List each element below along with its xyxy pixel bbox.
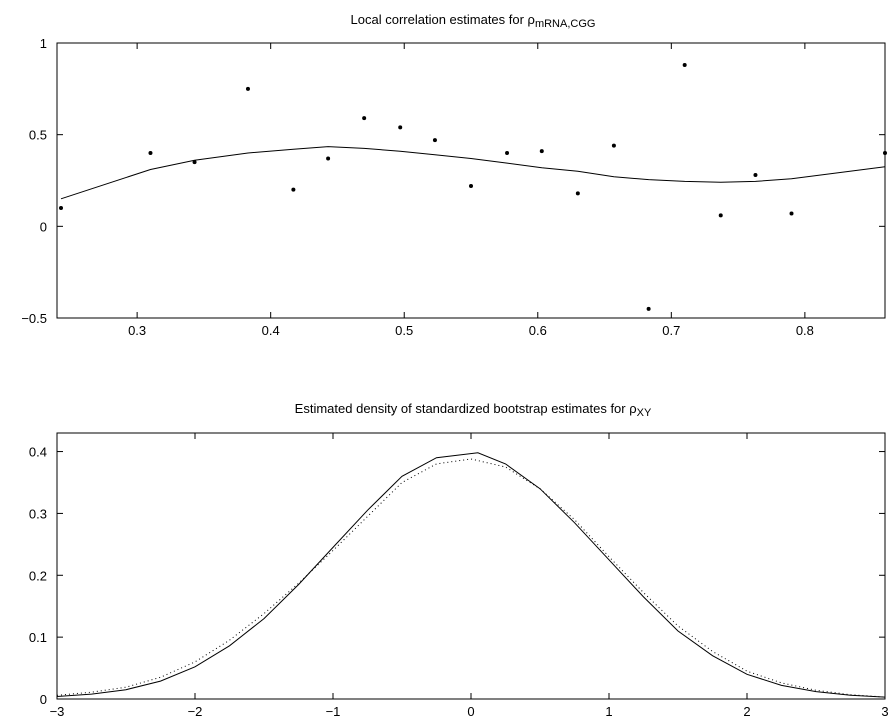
x-tick-label: 2 <box>743 704 750 719</box>
data-point <box>539 149 544 154</box>
data-point <box>432 138 437 143</box>
plot-frame <box>56 42 886 319</box>
y-tick-label: 0.2 <box>29 568 47 583</box>
y-tick-label: 0.5 <box>29 128 47 143</box>
x-tick-label: 0.6 <box>529 323 547 338</box>
x-tick-label: −2 <box>188 704 203 719</box>
plot-frame <box>56 432 886 700</box>
x-tick-label: 0.3 <box>128 323 146 338</box>
x-tick-label: 0.4 <box>262 323 280 338</box>
y-tick-label: 0.4 <box>29 445 47 460</box>
data-point <box>291 187 296 192</box>
data-point <box>59 206 64 210</box>
x-tick-label: 0.5 <box>395 323 413 338</box>
data-point <box>718 213 723 218</box>
chart-title: Estimated density of standardized bootst… <box>295 401 652 419</box>
data-point <box>646 306 651 311</box>
data-point <box>505 151 510 155</box>
x-tick-label: −3 <box>50 704 65 719</box>
correlation-scatter-panel: Local correlation estimates for ρmRNA,CG… <box>21 12 887 338</box>
data-point <box>753 173 758 177</box>
data-point <box>789 211 794 216</box>
data-point <box>575 191 580 196</box>
y-tick-label: 0 <box>40 219 47 234</box>
density-line-panel: Estimated density of standardized bootst… <box>29 401 889 719</box>
x-tick-label: 0.7 <box>662 323 680 338</box>
data-point <box>245 86 250 91</box>
x-tick-label: 3 <box>881 704 888 719</box>
data-point <box>326 156 331 161</box>
y-tick-label: −0.5 <box>21 311 47 326</box>
y-tick-label: 0.3 <box>29 506 47 521</box>
data-point <box>192 160 197 165</box>
y-tick-label: 0 <box>40 692 47 707</box>
x-tick-label: 0.8 <box>796 323 814 338</box>
x-tick-label: 1 <box>605 704 612 719</box>
data-point <box>611 143 616 148</box>
x-tick-label: 0 <box>467 704 474 719</box>
series-line-solid <box>60 146 886 200</box>
series-line-dotted <box>56 458 886 698</box>
chart-title: Local correlation estimates for ρmRNA,CG… <box>351 12 596 30</box>
data-point <box>469 184 473 188</box>
series-line-solid <box>56 452 886 698</box>
data-point <box>398 125 403 130</box>
data-point <box>362 116 367 121</box>
y-tick-label: 0.1 <box>29 630 47 645</box>
y-tick-label: 1 <box>40 36 47 51</box>
data-point <box>883 151 887 155</box>
data-point <box>148 151 153 155</box>
data-point <box>682 63 687 67</box>
x-tick-label: −1 <box>326 704 341 719</box>
